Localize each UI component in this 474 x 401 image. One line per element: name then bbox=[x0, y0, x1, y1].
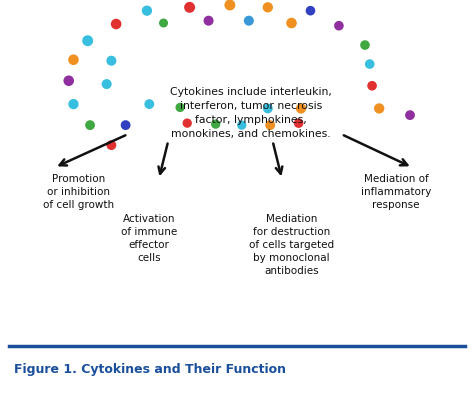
Point bbox=[122, 123, 129, 129]
Point bbox=[264, 5, 272, 12]
Point bbox=[406, 113, 414, 119]
Text: Cytokines include interleukin,
interferon, tumor necrosis
factor, lymphokines,
m: Cytokines include interleukin, interfero… bbox=[170, 87, 332, 139]
Text: Mediation
for destruction
of cells targeted
by monoclonal
antibodies: Mediation for destruction of cells targe… bbox=[249, 213, 334, 275]
Point bbox=[112, 22, 120, 28]
Point bbox=[103, 82, 110, 88]
Point bbox=[361, 43, 369, 49]
Point bbox=[108, 59, 115, 65]
Point bbox=[70, 57, 77, 64]
Point bbox=[186, 5, 193, 12]
Point bbox=[176, 105, 184, 111]
Point bbox=[205, 18, 212, 25]
Point bbox=[65, 78, 73, 85]
Text: Activation
of immune
effector
cells: Activation of immune effector cells bbox=[121, 213, 177, 263]
Point bbox=[183, 121, 191, 127]
Text: Mediation of
inflammatory
response: Mediation of inflammatory response bbox=[361, 173, 431, 209]
Point bbox=[295, 121, 302, 127]
Point bbox=[245, 18, 253, 25]
Point bbox=[160, 21, 167, 27]
Point bbox=[297, 106, 305, 112]
Point bbox=[212, 122, 219, 128]
Text: Figure 1. Cytokines and Their Function: Figure 1. Cytokines and Their Function bbox=[14, 362, 286, 375]
Point bbox=[375, 106, 383, 112]
Point bbox=[307, 8, 314, 15]
Point bbox=[84, 38, 91, 45]
Point bbox=[368, 83, 376, 90]
Point bbox=[366, 62, 374, 68]
Point bbox=[146, 101, 153, 108]
Point bbox=[108, 143, 115, 149]
Point bbox=[143, 8, 151, 15]
Point bbox=[335, 23, 343, 30]
Point bbox=[226, 3, 234, 9]
Point bbox=[238, 123, 246, 129]
Point bbox=[264, 106, 272, 112]
Point bbox=[266, 123, 274, 129]
Point bbox=[70, 101, 77, 108]
Point bbox=[288, 21, 295, 27]
Text: Promotion
or inhibition
of cell growth: Promotion or inhibition of cell growth bbox=[43, 173, 114, 209]
Point bbox=[86, 123, 94, 129]
